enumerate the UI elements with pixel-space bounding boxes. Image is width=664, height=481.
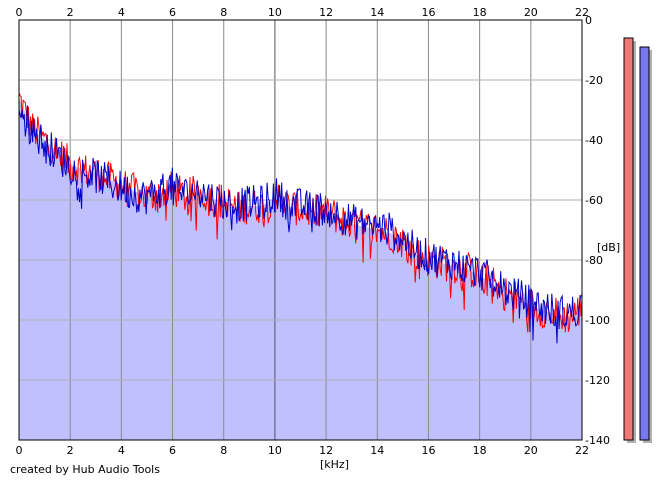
x-tick-label-bottom: 16	[421, 444, 435, 457]
x-tick-labels-bottom: 0 2 4 6 8 10 12 14 16 18 20 22	[16, 444, 590, 457]
series-line-2	[18, 105, 583, 344]
x-tick-label-bottom: 14	[370, 444, 384, 457]
y-tick-label: -60	[585, 194, 603, 207]
x-tick-label-top: 6	[169, 6, 176, 19]
level-meter-1	[623, 37, 634, 441]
x-tick-label-top: 16	[421, 6, 435, 19]
fill-layer	[19, 98, 582, 440]
x-tick-label-bottom: 18	[473, 444, 487, 457]
y-tick-label: -20	[585, 74, 603, 87]
x-tick-label-bottom: 12	[319, 444, 333, 457]
credit-text: created by Hub Audio Tools	[10, 463, 160, 476]
x-tick-label-top: 8	[220, 6, 227, 19]
x-tick-label-top: 12	[319, 6, 333, 19]
spectrum-fill-area	[19, 98, 582, 440]
level-meters	[623, 37, 652, 443]
y-tick-label: -80	[585, 254, 603, 267]
y-axis-label: [dB]	[597, 241, 621, 254]
x-tick-label-bottom: 6	[169, 444, 176, 457]
x-tick-label-top: 4	[118, 6, 125, 19]
series-layer	[18, 92, 583, 344]
x-tick-label-top: 20	[524, 6, 538, 19]
x-tick-label-top: 18	[473, 6, 487, 19]
y-tick-label: -100	[585, 314, 610, 327]
x-tick-label-bottom: 2	[67, 444, 74, 457]
x-tick-label-bottom: 8	[220, 444, 227, 457]
plot-frame	[18, 19, 583, 441]
x-tick-label-top: 2	[67, 6, 74, 19]
x-tick-label-top: 14	[370, 6, 384, 19]
x-tick-labels-top: 0 2 4 6 8 10 12 14 16 18 20 22	[16, 6, 590, 19]
x-tick-label-bottom: 22	[575, 444, 589, 457]
y-tick-label: -120	[585, 374, 610, 387]
x-tick-label-top: 22	[575, 6, 589, 19]
series-line-1	[18, 92, 583, 333]
y-tick-label: 0	[585, 14, 592, 27]
y-tick-labels: 0 -20 -40 -60 -80 -100 -120 -140	[585, 14, 610, 447]
x-tick-label-bottom: 0	[16, 444, 23, 457]
y-tick-label: -140	[585, 434, 610, 447]
y-tick-label: -40	[585, 134, 603, 147]
x-tick-label-bottom: 4	[118, 444, 125, 457]
x-axis-label: [kHz]	[320, 458, 349, 471]
level-meter-2	[639, 46, 650, 441]
x-tick-label-top: 0	[16, 6, 23, 19]
x-tick-label-top: 10	[268, 6, 282, 19]
x-tick-label-bottom: 20	[524, 444, 538, 457]
x-tick-label-bottom: 10	[268, 444, 282, 457]
